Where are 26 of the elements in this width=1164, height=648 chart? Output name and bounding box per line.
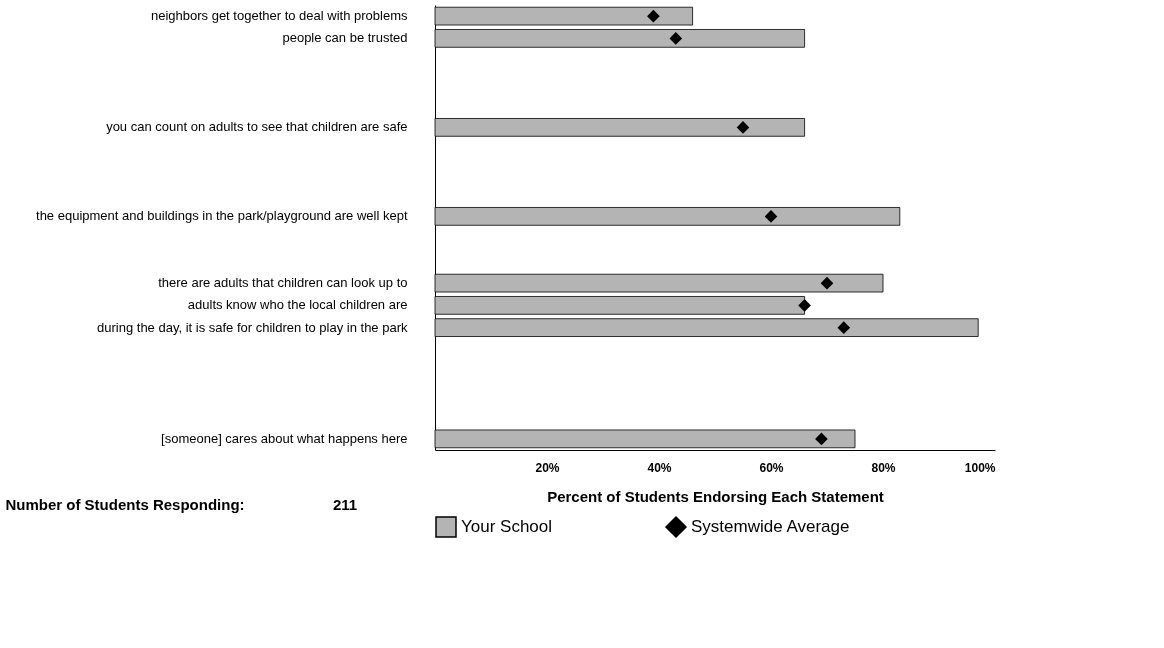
x-axis-title: Percent of Students Endorsing Each Statement	[547, 487, 884, 505]
legend-label: Your School	[461, 517, 553, 536]
point	[837, 321, 851, 334]
x-tick-label: 100%	[964, 460, 996, 475]
x-tick-label: 40%	[647, 460, 672, 475]
y-tick-label: people can be trusted	[282, 30, 408, 46]
point	[764, 210, 778, 223]
point	[736, 121, 750, 134]
x-tick-label: 20%	[535, 460, 560, 475]
legend-label: Systemwide Average	[691, 517, 850, 536]
x-tick-label: 60%	[759, 460, 784, 475]
text: 211	[332, 496, 358, 513]
y-tick-label: the equipment and buildings in the park/playground are well kept	[36, 208, 408, 224]
point	[669, 32, 683, 45]
point	[815, 432, 828, 446]
y-tick-label: [someone] cares about what happens here	[161, 430, 408, 446]
text: Number of Students Responding:	[5, 496, 245, 513]
point	[647, 9, 660, 23]
point	[820, 276, 834, 290]
y-tick-label: neighbors get together to deal with problems	[150, 8, 408, 24]
y-tick-label: adults know who the local children are	[187, 297, 408, 313]
y-tick-label: you can count on adults to see that children are safe	[106, 119, 408, 135]
x-tick-label: 80%	[871, 460, 896, 475]
y-tick-label: during the day, it is safe for children to play in the park	[97, 319, 408, 335]
y-tick-label: there are adults that children can look up to	[158, 275, 408, 291]
point	[798, 299, 811, 312]
